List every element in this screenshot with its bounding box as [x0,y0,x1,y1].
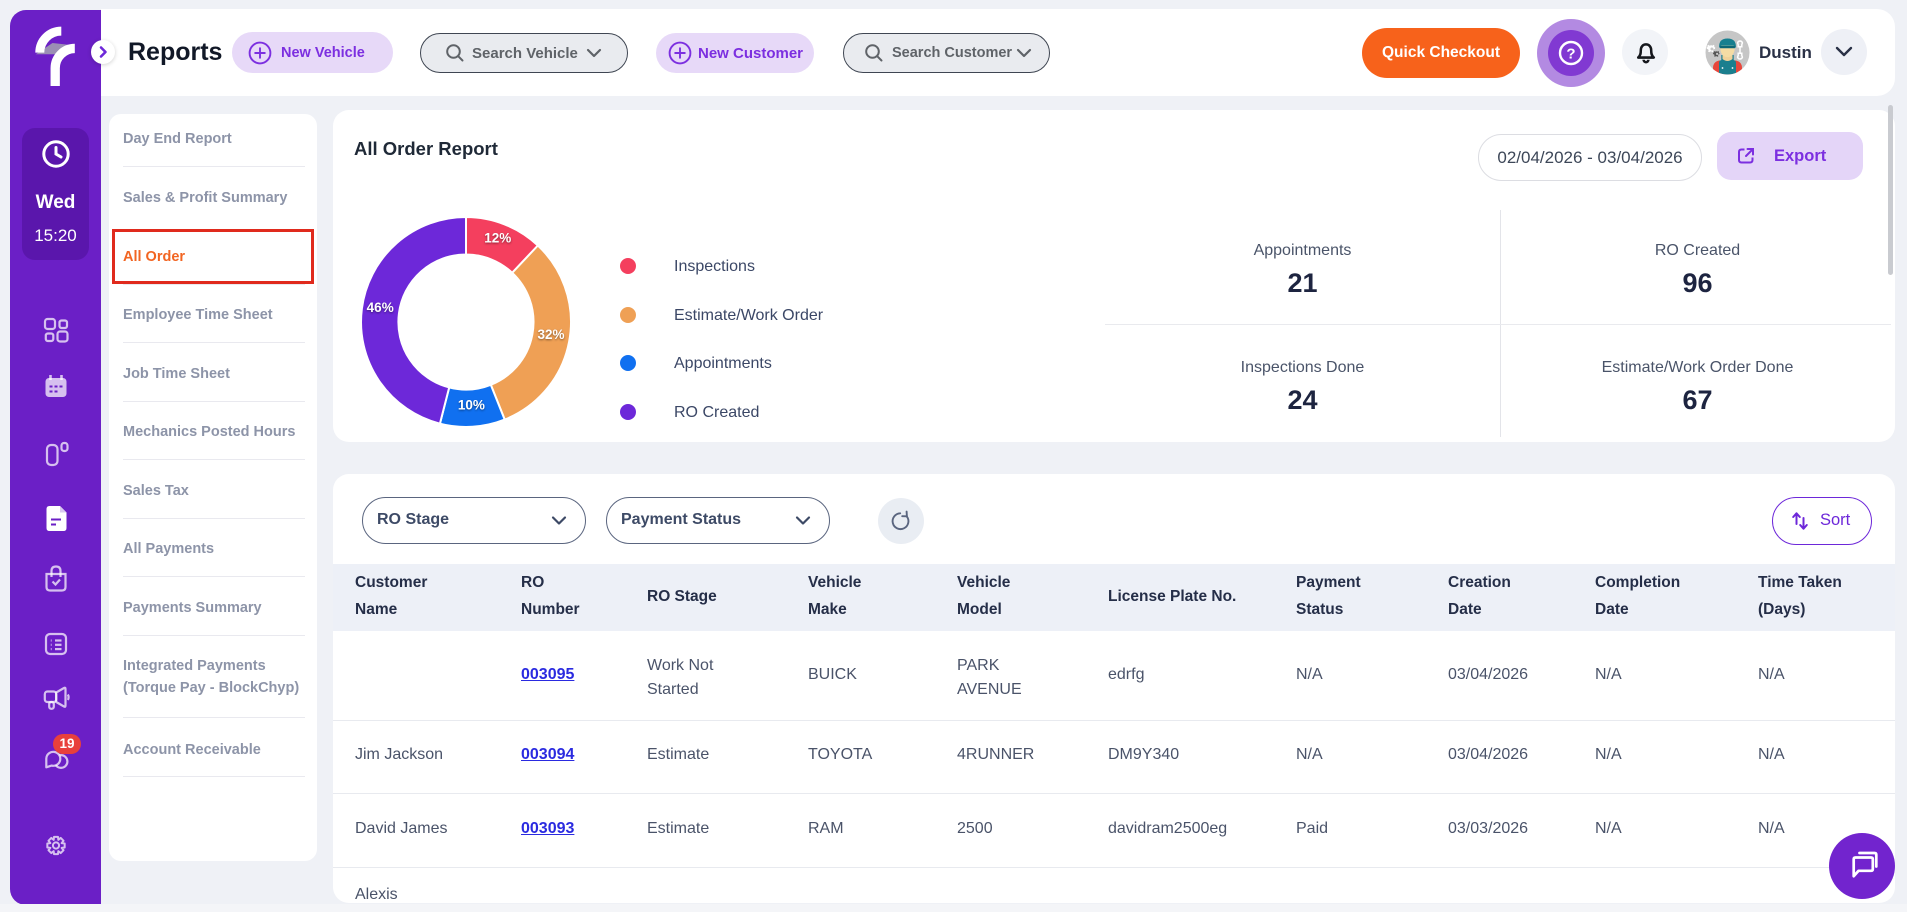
svg-text:10%: 10% [458,397,485,412]
svg-text:32%: 32% [537,327,564,342]
svg-text:12%: 12% [484,231,511,246]
svg-text:46%: 46% [367,300,394,315]
svg-text:?: ? [1566,46,1575,63]
